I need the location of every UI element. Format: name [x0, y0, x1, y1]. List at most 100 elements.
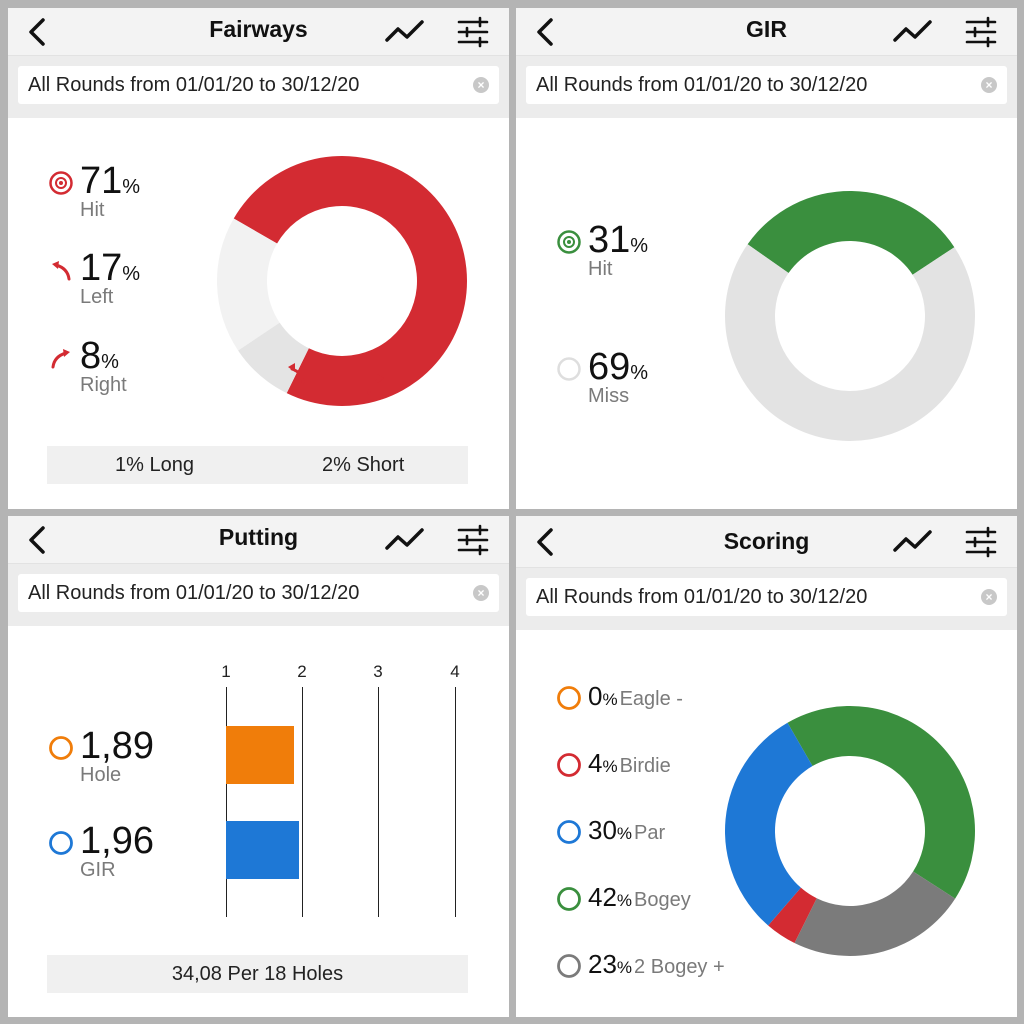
- date-filter-field[interactable]: All Rounds from 01/01/20 to 30/12/20 ×: [18, 574, 499, 612]
- fairways-header: Fairways: [8, 8, 509, 56]
- footer-short: 2% Short: [322, 454, 405, 476]
- stat-value: 17: [80, 247, 123, 289]
- clear-circle-icon[interactable]: ×: [473, 77, 489, 93]
- stat-label: Hole: [80, 764, 122, 786]
- stat-label: Birdie: [619, 755, 671, 777]
- blue-circle-icon: [48, 830, 74, 856]
- arrow-right-curve-icon: [48, 345, 74, 371]
- trend-button[interactable]: [892, 12, 932, 52]
- arrow-left-curve-icon: [48, 257, 74, 283]
- stat-label: Miss: [588, 385, 630, 407]
- stat-label: Hit: [80, 199, 105, 221]
- stat-label: Hit: [588, 258, 613, 280]
- clear-circle-icon[interactable]: ×: [473, 585, 489, 601]
- donut-segment-hit: [747, 191, 955, 275]
- date-filter-field[interactable]: All Rounds from 01/01/20 to 30/12/20 ×: [526, 578, 1007, 616]
- putting-panel: Putting All Rounds from 01/01/20 to 30/1…: [8, 516, 509, 1017]
- right-segment-arrow-icon: [367, 374, 384, 395]
- donut-segment-birdie: [768, 887, 817, 943]
- trend-button[interactable]: [384, 12, 424, 52]
- filter-settings-button[interactable]: [453, 12, 493, 52]
- sliders-icon: [965, 526, 997, 558]
- stat-label: Bogey: [634, 889, 691, 911]
- stat-unit: %: [616, 891, 633, 910]
- trend-button[interactable]: [892, 522, 932, 562]
- donut-segment-2-bogey-plus: [794, 871, 956, 956]
- axis-tick-label: 2: [297, 662, 307, 681]
- scoring-panel: Scoring All Rounds from 01/01/20 to 30/1…: [516, 516, 1017, 1017]
- trend-line-icon: [893, 20, 932, 42]
- trend-line-icon: [385, 528, 424, 550]
- stat-label: Left: [80, 286, 114, 308]
- filter-settings-button[interactable]: [961, 12, 1001, 52]
- stat-value: 69: [588, 346, 631, 388]
- page-title: Fairways: [209, 16, 308, 42]
- back-button[interactable]: [526, 522, 566, 562]
- donut-segment-miss: [725, 244, 975, 441]
- gridline: [455, 687, 456, 917]
- stat-value: 42: [588, 882, 617, 912]
- filter-settings-button[interactable]: [453, 520, 493, 560]
- filter-text: All Rounds from 01/01/20 to 30/12/20: [536, 74, 868, 96]
- chevron-left-icon: [537, 528, 553, 556]
- stat-unit: %: [122, 176, 141, 198]
- gir-header: GIR: [516, 8, 1017, 56]
- sliders-icon: [457, 16, 489, 48]
- clear-circle-icon[interactable]: ×: [981, 77, 997, 93]
- date-filter-field[interactable]: All Rounds from 01/01/20 to 30/12/20 ×: [18, 66, 499, 104]
- back-button[interactable]: [18, 12, 58, 52]
- filter-bar: All Rounds from 01/01/20 to 30/12/20 ×: [8, 56, 509, 118]
- stat-unit: %: [630, 235, 649, 257]
- chevron-left-icon: [29, 526, 45, 554]
- green-circle-icon: [556, 886, 582, 912]
- stat-label: GIR: [80, 859, 116, 881]
- stat-value: 1,96: [80, 820, 154, 862]
- trend-button[interactable]: [384, 520, 424, 560]
- back-button[interactable]: [18, 520, 58, 560]
- bar-gir: [226, 821, 300, 879]
- stat-unit: %: [101, 351, 119, 373]
- stat-value: 0: [588, 681, 603, 711]
- red-circle-icon: [556, 752, 582, 778]
- axis-tick-label: 3: [373, 662, 383, 681]
- filter-bar: All Rounds from 01/01/20 to 30/12/20 ×: [8, 564, 509, 626]
- sliders-icon: [965, 16, 997, 48]
- date-filter-field[interactable]: All Rounds from 01/01/20 to 30/12/20 ×: [526, 66, 1007, 104]
- filter-settings-button[interactable]: [961, 522, 1001, 562]
- chevron-left-icon: [29, 18, 45, 46]
- filter-text: All Rounds from 01/01/20 to 30/12/20: [28, 74, 360, 96]
- stat-unit: %: [122, 263, 141, 285]
- trend-line-icon: [385, 20, 424, 42]
- stat-unit: %: [616, 958, 633, 977]
- empty-circle-icon: [556, 356, 582, 382]
- scoring-donut: [724, 705, 976, 957]
- filter-text: All Rounds from 01/01/20 to 30/12/20: [536, 586, 868, 608]
- target-green-icon: [556, 229, 582, 255]
- stat-label: 2 Bogey +: [634, 956, 725, 978]
- page-title: GIR: [746, 16, 787, 42]
- back-button[interactable]: [526, 12, 566, 52]
- gir-panel: GIR All Rounds from 01/01/20 to 30/12/20…: [516, 8, 1017, 509]
- fairways-footer: 1% Long 2% Short: [47, 446, 468, 484]
- putting-header: Putting: [8, 516, 509, 564]
- axis-tick-label: 1: [221, 662, 231, 681]
- stat-value: 31: [588, 219, 631, 261]
- bar-hole: [226, 726, 294, 784]
- chevron-left-icon: [537, 18, 553, 46]
- stat-label: Par: [634, 822, 666, 844]
- axis-tick-label: 4: [450, 662, 460, 681]
- stat-label: Right: [80, 374, 127, 396]
- stat-value: 23: [588, 949, 617, 979]
- clear-circle-icon[interactable]: ×: [981, 589, 997, 605]
- gir-donut: [724, 190, 976, 442]
- footer-long: 1% Long: [115, 454, 194, 476]
- left-segment-arrow-icon: [288, 363, 305, 384]
- orange-circle-icon: [48, 735, 74, 761]
- gridline: [378, 687, 379, 917]
- gray-circle-icon: [556, 953, 582, 979]
- trend-line-icon: [893, 530, 932, 552]
- donut-segment-right: [238, 322, 309, 394]
- stat-value: 1,89: [80, 725, 154, 767]
- donut-segment-par: [725, 722, 813, 926]
- stat-value: 71: [80, 160, 123, 202]
